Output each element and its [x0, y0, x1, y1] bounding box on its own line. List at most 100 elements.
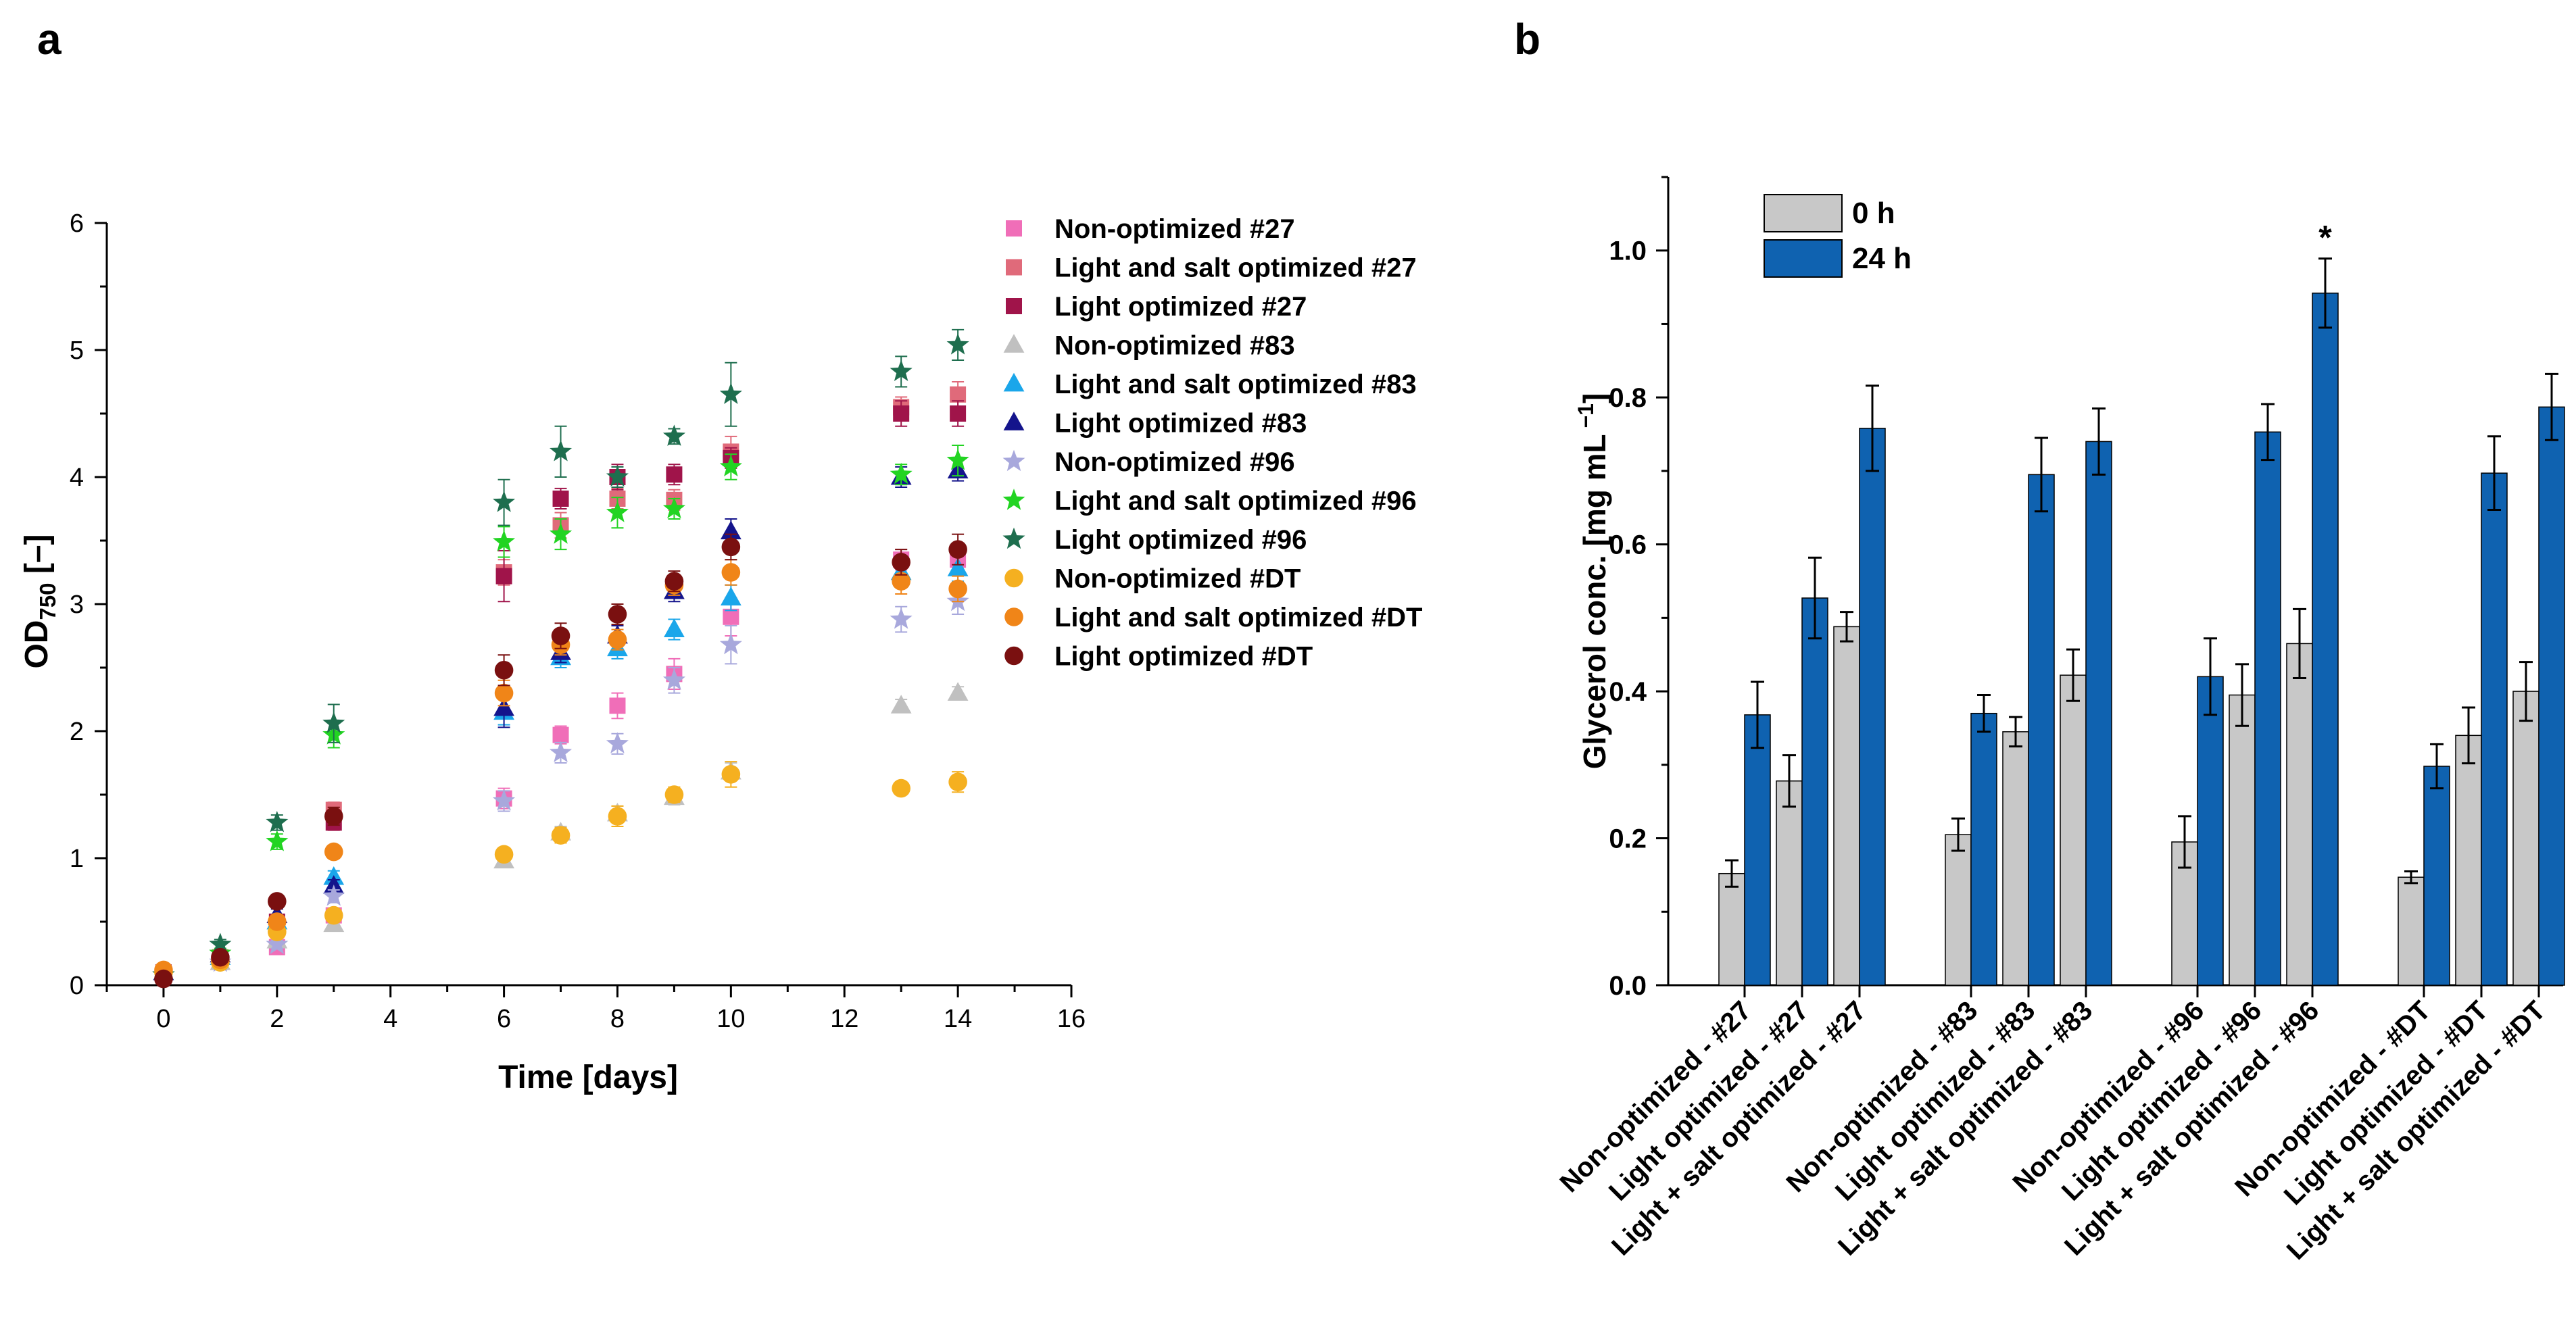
data-point: [950, 405, 966, 422]
x-axis-label: Time [days]: [498, 1060, 678, 1095]
data-point: [665, 572, 684, 591]
bar-24h: [1860, 428, 1885, 985]
data-point: [495, 661, 514, 680]
data-point: [324, 807, 343, 826]
data-point: [665, 785, 684, 804]
y-tick-label: 1: [70, 845, 84, 873]
bar-0h: [2398, 877, 2424, 985]
panel-a-label: a: [37, 15, 62, 64]
y-tick-label: 0: [70, 972, 84, 1000]
bar-0h: [1834, 626, 1860, 985]
x-tick-label: 10: [716, 1005, 745, 1033]
significance-annotation: *: [2318, 219, 2332, 257]
bar-24h: [2539, 407, 2565, 985]
data-point: [892, 553, 910, 572]
bar-0h: [2003, 732, 2028, 985]
legend-swatch-b: [1764, 195, 1842, 232]
x-tick-label: 2: [270, 1005, 284, 1033]
y-axis-label-b: Glycerol conc. [mg mL −1]: [1574, 393, 1612, 770]
bar-24h: [1802, 598, 1828, 985]
bar-0h: [1776, 781, 1802, 985]
y-tick-label-b: 0.0: [1609, 971, 1647, 1001]
bar-24h: [1745, 715, 1770, 985]
legend-label: Light and salt optimized #96: [1054, 487, 1417, 516]
legend-label-b: 24 h: [1852, 242, 1912, 275]
data-point: [324, 906, 343, 925]
x-tick-label: 8: [610, 1005, 625, 1033]
legend-label-b: 0 h: [1852, 197, 1895, 230]
x-tick-label: 16: [1057, 1005, 1086, 1033]
bar-24h: [2481, 473, 2507, 985]
y-tick-label-b: 0.4: [1609, 677, 1647, 707]
data-point: [268, 912, 287, 931]
data-point: [948, 580, 967, 599]
data-point: [722, 563, 741, 582]
data-point: [893, 405, 909, 422]
y-axis-label-main: OD: [19, 620, 55, 669]
y-tick-label: 4: [70, 464, 84, 492]
data-point: [948, 540, 967, 559]
figure: a b 0 2 4 6 8 10 12 14 160123456 Non-optimized #…: [0, 0, 2576, 1317]
y-tick-label: 3: [70, 591, 84, 619]
data-point: [892, 779, 910, 798]
legend-marker: [1006, 298, 1022, 314]
legend-label: Light and salt optimized #83: [1054, 370, 1417, 399]
data-point: [495, 684, 514, 703]
data-point: [496, 568, 512, 585]
bar-0h: [2060, 675, 2086, 985]
bar-0h: [1945, 835, 1971, 985]
y-tick-label: 2: [70, 718, 84, 746]
data-point: [495, 845, 514, 864]
bar-24h: [2086, 441, 2112, 985]
legend-marker: [1004, 569, 1023, 588]
bar-0h: [2513, 691, 2539, 985]
bar-24h: [2197, 676, 2223, 985]
data-point: [722, 538, 741, 557]
legend-label: Light optimized #96: [1054, 525, 1307, 555]
x-tick-label: 12: [830, 1005, 858, 1033]
legend-marker: [1004, 647, 1023, 666]
y-axis-label-b-superscript: −1: [1574, 403, 1598, 434]
legend-marker: [1006, 220, 1022, 237]
y-tick-label-b: 0.8: [1609, 383, 1647, 413]
x-tick-label: 14: [944, 1005, 972, 1033]
bar-0h: [2287, 643, 2312, 985]
data-point: [608, 807, 627, 826]
y-axis-label-subscript: 750: [35, 582, 60, 620]
bar-24h: [2028, 474, 2054, 985]
legend-label: Light and salt optimized #DT: [1054, 603, 1422, 632]
data-point: [552, 826, 570, 845]
data-point: [608, 605, 627, 624]
x-tick-label: 0: [156, 1005, 170, 1033]
legend-marker: [1006, 259, 1022, 276]
bar-0h: [1719, 874, 1745, 985]
legend-label: Non-optimized #96: [1054, 447, 1295, 477]
data-point: [553, 491, 569, 507]
bar-24h: [1971, 714, 1997, 985]
y-tick-label-b: 0.2: [1609, 824, 1647, 854]
data-point: [324, 843, 343, 862]
legend-label: Light optimized #83: [1054, 409, 1307, 439]
bar-24h: [2312, 293, 2338, 985]
x-tick-label: 4: [383, 1005, 397, 1033]
y-tick-label: 6: [70, 209, 84, 238]
y-tick-label-b: 1.0: [1609, 237, 1647, 266]
legend-label: Non-optimized #DT: [1054, 564, 1301, 594]
legend-label: Light optimized #27: [1054, 292, 1307, 322]
data-point: [154, 970, 173, 989]
data-point: [609, 697, 625, 714]
legend-label: Non-optimized #83: [1054, 331, 1295, 361]
data-point: [553, 727, 569, 743]
y-tick-label-b: 0.6: [1609, 530, 1647, 560]
y-axis-label-b-main: Glycerol conc. [mg mL: [1577, 434, 1612, 769]
legend-label: Light and salt optimized #27: [1054, 253, 1417, 283]
bar-24h: [2255, 432, 2281, 985]
data-point: [666, 466, 682, 482]
legend-swatch-b: [1764, 240, 1842, 277]
bar-24h: [2424, 766, 2450, 985]
data-point: [948, 772, 967, 791]
legend-label: Non-optimized #27: [1054, 214, 1295, 244]
panel-b-label: b: [1514, 15, 1540, 64]
bar-0h: [2456, 735, 2481, 985]
y-axis-label-b-end: ]: [1577, 393, 1612, 403]
